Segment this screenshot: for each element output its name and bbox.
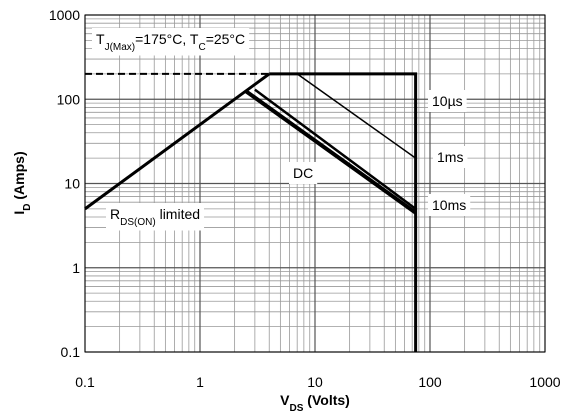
label-box: [92, 28, 250, 56]
x-axis-label: VDS (Volts): [280, 392, 350, 414]
text-part: =25°C: [206, 31, 245, 47]
text-part: (Amps): [11, 151, 27, 203]
y-tick-label: 100: [57, 91, 81, 107]
text-part: C: [198, 42, 205, 53]
label-box: [428, 194, 471, 216]
x-tick-label: 10: [307, 374, 323, 390]
x-tick-label: 0.1: [75, 374, 95, 390]
label-box: [428, 90, 467, 112]
y-tick-label: 1: [72, 260, 80, 276]
text-part: limited: [156, 206, 200, 222]
series-label: DC: [293, 165, 313, 181]
text-part: (Volts): [303, 392, 349, 408]
text-part: T: [96, 31, 105, 47]
text-part: DS: [290, 403, 304, 414]
annotation: RDS(ON) limited: [110, 206, 200, 228]
label-box: [433, 146, 468, 168]
series-label: 1ms: [437, 149, 463, 165]
label-box: [289, 162, 318, 184]
y-axis-label: ID (Amps): [11, 151, 33, 214]
x-tick-label: 1: [196, 374, 204, 390]
series-label: 10µs: [432, 93, 463, 109]
series-line: [244, 89, 417, 215]
text-part: I: [11, 211, 27, 215]
text-part: J(Max): [105, 42, 136, 53]
series-line: [269, 72, 418, 352]
text-part: V: [280, 392, 290, 408]
text-part: D: [22, 204, 33, 211]
annotation: TJ(Max)=175°C, TC=25°C: [96, 31, 245, 53]
series-line: [296, 73, 417, 159]
series-line: [254, 88, 417, 210]
label-box: [106, 203, 205, 231]
text-part: DS(ON): [120, 217, 156, 228]
y-tick-label: 10: [64, 176, 80, 192]
y-tick-label: 0.1: [61, 344, 81, 360]
x-tick-label: 1000: [529, 374, 560, 390]
text-part: R: [110, 206, 120, 222]
x-tick-label: 100: [418, 374, 442, 390]
y-tick-label: 1000: [49, 7, 80, 23]
limit-line: [84, 72, 271, 211]
plot-frame: [84, 14, 546, 353]
series-label: 10ms: [432, 197, 466, 213]
text-part: =175°C, T: [135, 31, 199, 47]
